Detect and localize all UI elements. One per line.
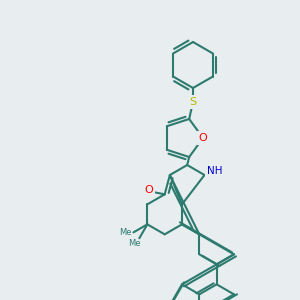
Text: O: O bbox=[144, 185, 153, 195]
Text: Me: Me bbox=[119, 228, 132, 237]
Text: NH: NH bbox=[207, 166, 222, 176]
Text: Me: Me bbox=[128, 239, 141, 248]
Text: S: S bbox=[189, 97, 197, 107]
Text: O: O bbox=[199, 133, 207, 143]
